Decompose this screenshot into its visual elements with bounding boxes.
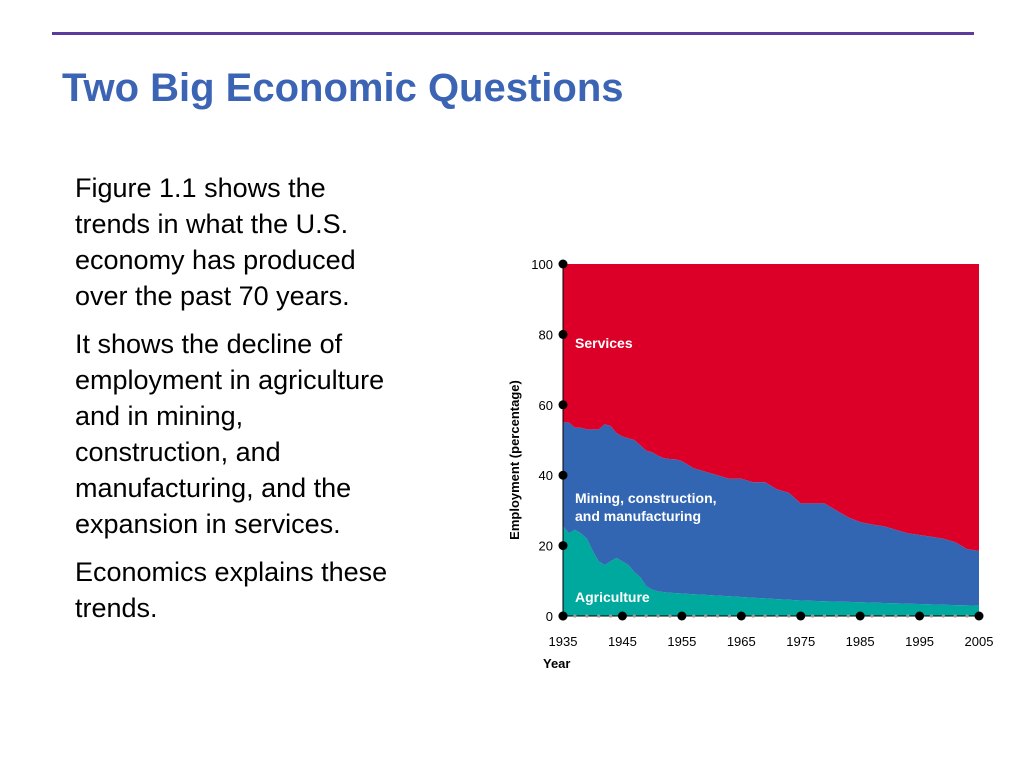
- slide-title: Two Big Economic Questions: [62, 66, 624, 110]
- y-tick-label: 40: [539, 468, 553, 483]
- y-tick-label: 20: [539, 539, 553, 554]
- text-line: It shows the decline of: [75, 329, 343, 359]
- x-tick-label: 1935: [549, 634, 578, 649]
- x-minor-tick: [965, 614, 969, 618]
- y-tick-marker: [558, 541, 568, 551]
- x-minor-tick: [632, 614, 636, 618]
- x-tick-marker: [796, 611, 806, 621]
- x-minor-tick: [668, 614, 672, 618]
- x-tick-marker: [736, 611, 746, 621]
- y-tick-label: 80: [539, 327, 553, 342]
- x-tick-label: 1985: [846, 634, 875, 649]
- text-line: Figure 1.1 shows the: [75, 173, 326, 203]
- y-tick-marker: [558, 400, 568, 410]
- x-minor-tick: [704, 614, 708, 618]
- services-label: Services: [575, 335, 633, 351]
- title-rule: [52, 32, 974, 35]
- x-minor-tick: [692, 614, 696, 618]
- text-line: Economics explains these: [75, 557, 388, 587]
- x-tick-label: 1955: [667, 634, 696, 649]
- text-line: and in mining,: [75, 401, 244, 431]
- x-minor-tick: [727, 614, 732, 618]
- y-tick-label: 0: [546, 609, 553, 624]
- text-line: over the past 70 years.: [75, 281, 350, 311]
- paragraph-figure-description: Figure 1.1 shows the trends in what the …: [75, 170, 485, 314]
- x-tick-marker: [855, 611, 865, 621]
- x-tick-marker: [558, 611, 568, 621]
- body-text: Figure 1.1 shows the trends in what the …: [75, 170, 485, 638]
- area-mining-construction-and-manufacturing: [563, 422, 979, 606]
- x-tick-label: 1975: [786, 634, 815, 649]
- x-minor-tick: [822, 614, 827, 618]
- x-tick-label: 1945: [608, 634, 637, 649]
- x-minor-tick: [656, 614, 660, 618]
- x-tick-marker: [677, 611, 687, 621]
- x-tick-marker: [915, 611, 925, 621]
- x-minor-tick: [906, 614, 910, 618]
- text-line: construction, and: [75, 437, 281, 467]
- x-axis-title: Year: [543, 656, 570, 671]
- x-minor-tick: [870, 614, 874, 618]
- x-minor-tick: [834, 614, 838, 618]
- x-tick-label: 2005: [965, 634, 994, 649]
- x-minor-tick: [941, 614, 945, 618]
- x-tick-marker: [974, 611, 984, 621]
- x-minor-tick: [953, 614, 957, 618]
- mining-construction-manufacturing-label: Mining, construction,: [575, 490, 717, 506]
- text-line: trends.: [75, 593, 158, 623]
- text-line: trends in what the U.S.: [75, 209, 349, 239]
- y-tick-marker: [558, 329, 568, 339]
- x-minor-tick: [787, 614, 791, 618]
- x-minor-tick: [573, 614, 577, 618]
- x-minor-tick: [597, 614, 601, 618]
- text-line: economy has produced: [75, 245, 356, 275]
- paragraph-trend-description: It shows the decline of employment in ag…: [75, 326, 485, 542]
- mining-construction-manufacturing-label: and manufacturing: [575, 508, 701, 524]
- text-line: employment in agriculture: [75, 365, 385, 395]
- x-tick-label: 1965: [727, 634, 756, 649]
- x-minor-tick: [894, 614, 898, 618]
- x-minor-tick: [929, 614, 934, 618]
- x-minor-tick: [585, 614, 589, 618]
- text-line: expansion in services.: [75, 509, 341, 539]
- y-tick-marker: [558, 259, 568, 269]
- x-minor-tick: [775, 614, 779, 618]
- agriculture-label: Agriculture: [575, 589, 650, 605]
- x-minor-tick: [608, 614, 613, 618]
- x-minor-tick: [763, 614, 767, 618]
- paragraph-economics-explains: Economics explains these trends.: [75, 554, 485, 626]
- x-tick-label: 1995: [905, 634, 934, 649]
- text-line: manufacturing, and the: [75, 473, 352, 503]
- x-tick-marker: [617, 611, 627, 621]
- area-agriculture: [563, 526, 979, 616]
- x-minor-tick: [882, 614, 886, 618]
- area-services: [563, 264, 979, 551]
- y-axis-title: Employment (percentage): [507, 380, 522, 540]
- y-tick-marker: [558, 470, 568, 480]
- x-minor-tick: [715, 614, 720, 618]
- x-minor-tick: [846, 614, 850, 618]
- y-tick-label: 100: [531, 257, 553, 272]
- x-minor-tick: [811, 614, 815, 618]
- x-minor-tick: [751, 614, 755, 618]
- y-tick-label: 60: [539, 398, 553, 413]
- x-minor-tick: [644, 614, 648, 618]
